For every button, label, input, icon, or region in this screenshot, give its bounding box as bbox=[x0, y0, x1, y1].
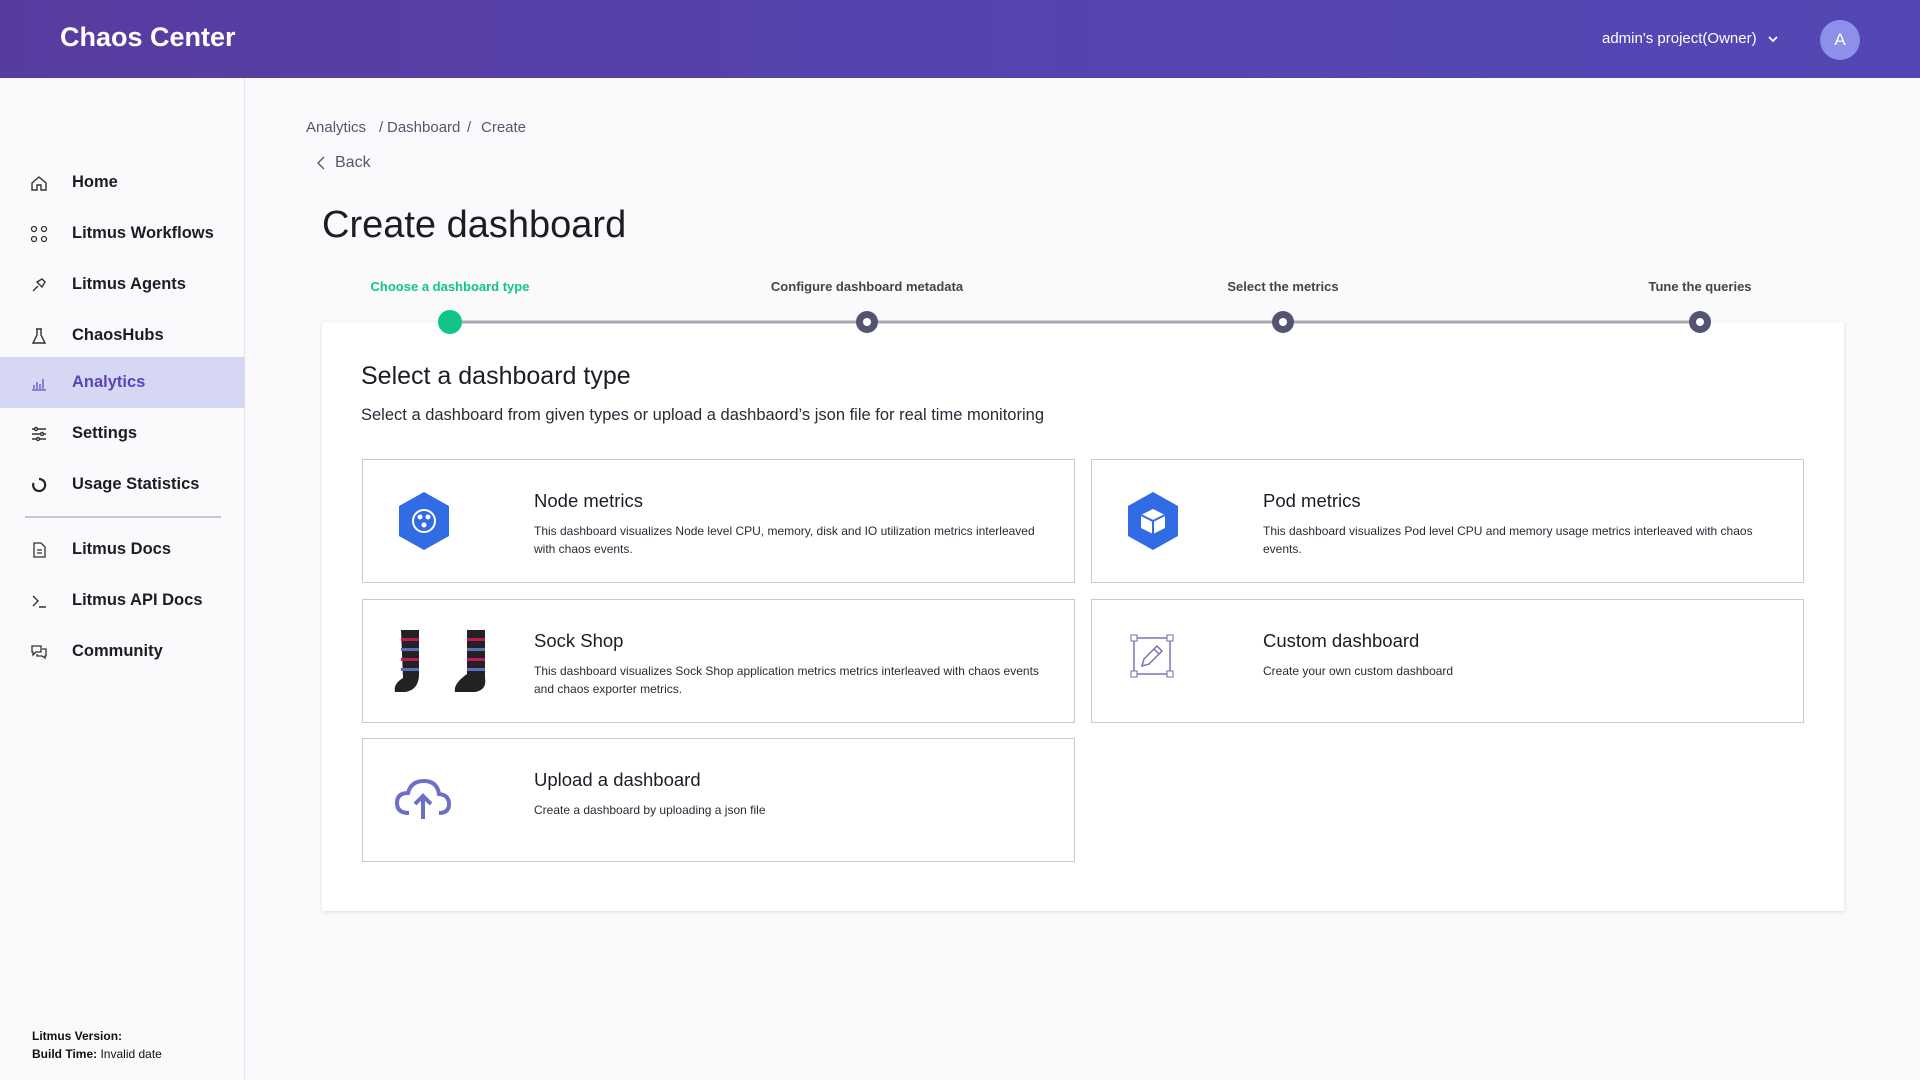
nav-item[interactable]: Analytics bbox=[0, 357, 245, 408]
upload-icon bbox=[394, 778, 452, 819]
pod-icon bbox=[1128, 492, 1178, 550]
step-label: Configure dashboard metadata bbox=[770, 279, 964, 294]
icon bbox=[32, 477, 47, 492]
nav-item[interactable]: Settings bbox=[0, 408, 245, 459]
option-description: Create your own custom dashboard bbox=[1263, 664, 1454, 678]
option-tile[interactable]: Custom dashboard Create your own custom … bbox=[1091, 599, 1804, 723]
kubernetes-icon bbox=[399, 492, 449, 550]
option-tile[interactable]: Sock Shop This dashboard visualizes Sock… bbox=[362, 599, 1075, 723]
breadcrumb-separator: / bbox=[467, 119, 472, 136]
option-description: This dashboard visualizes Node level CPU… bbox=[534, 524, 1035, 556]
nav-label: Litmus Workflows bbox=[72, 224, 214, 242]
step-label: Select the metrics bbox=[1227, 279, 1339, 294]
back-link[interactable]: Back bbox=[335, 154, 371, 171]
icon bbox=[31, 175, 47, 191]
option-tile[interactable]: Pod metrics This dashboard visualizes Po… bbox=[1091, 459, 1804, 583]
option-tile[interactable]: Upload a dashboard Create a dashboard by… bbox=[362, 738, 1075, 862]
nav-label: Litmus Docs bbox=[72, 540, 172, 558]
option-title: Custom dashboard bbox=[1263, 630, 1420, 651]
nav-item[interactable]: Usage Statistics bbox=[0, 459, 245, 510]
option-description: This dashboard visualizes Sock Shop appl… bbox=[534, 664, 1039, 696]
icon bbox=[32, 595, 46, 608]
breadcrumb-item: Create bbox=[481, 119, 527, 136]
icon bbox=[32, 426, 46, 441]
nav-label: ChaosHubs bbox=[72, 326, 164, 344]
icon bbox=[33, 541, 46, 558]
brand[interactable]: Chaos Center bbox=[60, 22, 236, 52]
nav-item[interactable]: ChaosHubs bbox=[0, 310, 245, 361]
build-value: Invalid date bbox=[100, 1047, 162, 1061]
nav-label: Usage Statistics bbox=[72, 475, 200, 493]
nav-item[interactable]: Home bbox=[0, 157, 245, 208]
card-description: Select a dashboard from given types or u… bbox=[361, 406, 1044, 424]
nav-link[interactable]: Litmus Docs bbox=[0, 524, 245, 575]
option-description: Create a dashboard by uploading a json f… bbox=[534, 803, 766, 817]
header: Chaos Center admin's project(Owner) A bbox=[0, 0, 1920, 78]
back-icon[interactable] bbox=[315, 155, 327, 171]
dropdown-icon[interactable] bbox=[1766, 32, 1780, 46]
nav-link[interactable]: Litmus API Docs bbox=[0, 575, 245, 626]
nav-label: Community bbox=[72, 642, 163, 660]
version-label: Litmus Version: bbox=[32, 1029, 123, 1043]
nav-label: Home bbox=[72, 173, 118, 191]
custom-icon bbox=[1130, 634, 1174, 678]
step-label: Tune the queries bbox=[1648, 279, 1752, 294]
divider bbox=[25, 516, 221, 518]
option-description: This dashboard visualizes Pod level CPU … bbox=[1263, 524, 1753, 556]
nav-label: Litmus Agents bbox=[72, 275, 186, 293]
project-selector[interactable]: admin's project(Owner) bbox=[1602, 30, 1757, 47]
build-time: Build Time: Invalid date bbox=[32, 1047, 162, 1061]
step-label: Choose a dashboard type bbox=[370, 279, 530, 294]
option-title: Pod metrics bbox=[1263, 490, 1361, 511]
icon bbox=[31, 327, 47, 344]
breadcrumb-separator: / bbox=[379, 119, 384, 136]
page-title: Create dashboard bbox=[322, 204, 627, 246]
breadcrumb-item[interactable]: Analytics bbox=[306, 119, 367, 136]
nav-label: Settings bbox=[72, 424, 138, 442]
nav-label: Analytics bbox=[72, 373, 146, 391]
card-heading: Select a dashboard type bbox=[361, 362, 631, 390]
breadcrumb-item[interactable]: Dashboard bbox=[387, 119, 461, 136]
nav-item[interactable]: Litmus Workflows bbox=[0, 208, 245, 259]
icon bbox=[30, 225, 48, 242]
option-title: Sock Shop bbox=[534, 630, 624, 651]
version: Litmus Version: bbox=[32, 1029, 122, 1043]
build-label: Build Time: bbox=[32, 1047, 98, 1061]
nav-label: Litmus API Docs bbox=[72, 591, 203, 609]
sidebar: Home Litmus Workflows Litmus Agents Chao… bbox=[0, 78, 245, 1080]
option-title: Node metrics bbox=[534, 490, 643, 511]
nav-link[interactable]: Community bbox=[0, 626, 245, 677]
card: Select a dashboard type Select a dashboa… bbox=[322, 322, 1844, 911]
icon bbox=[32, 277, 46, 291]
icon bbox=[32, 378, 46, 391]
option-title: Upload a dashboard bbox=[534, 769, 701, 790]
nav-item[interactable]: Litmus Agents bbox=[0, 259, 245, 310]
option-tile[interactable]: Node metrics This dashboard visualizes N… bbox=[362, 459, 1075, 583]
avatar[interactable]: A bbox=[1820, 20, 1860, 60]
icon bbox=[31, 644, 47, 659]
socks-icon bbox=[394, 630, 486, 692]
